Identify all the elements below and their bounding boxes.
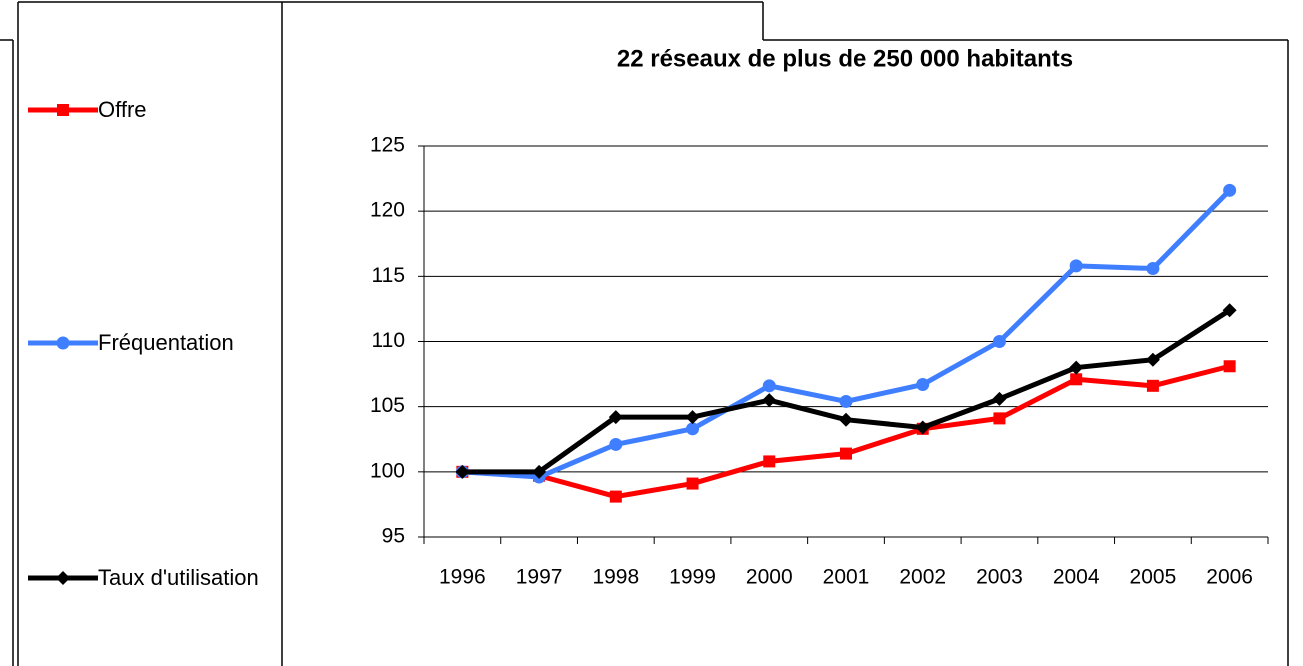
marker	[762, 379, 776, 393]
y-tick-label: 115	[372, 264, 405, 287]
marker	[1223, 360, 1236, 373]
x-tick-label: 2002	[899, 566, 946, 589]
marker	[685, 410, 700, 425]
marker	[1146, 262, 1160, 276]
marker	[1146, 379, 1159, 392]
marker	[1223, 183, 1237, 197]
x-tick-label: 2001	[823, 566, 870, 589]
x-tick-label: 2004	[1053, 566, 1100, 589]
marker	[992, 391, 1007, 406]
x-tick-label: 1998	[592, 566, 639, 589]
marker	[1069, 259, 1083, 273]
x-tick-label: 2005	[1130, 566, 1177, 589]
marker	[455, 464, 470, 479]
marker	[609, 437, 623, 451]
y-tick-label: 100	[370, 459, 405, 482]
x-tick-label: 1997	[516, 566, 563, 589]
marker	[915, 420, 930, 435]
marker	[686, 477, 699, 490]
series-line	[462, 363, 1231, 500]
y-tick-label: 105	[370, 394, 405, 417]
x-tick-label: 2003	[976, 566, 1023, 589]
y-tick-label: 95	[382, 525, 405, 548]
marker	[686, 422, 700, 436]
marker	[1145, 352, 1160, 367]
marker	[992, 335, 1006, 348]
marker	[1069, 360, 1084, 375]
legend-marker	[56, 571, 70, 585]
legend-marker	[57, 104, 69, 116]
y-tick-label: 120	[370, 199, 405, 222]
marker	[608, 410, 623, 425]
x-tick-label: 2000	[746, 566, 793, 589]
legend-marker	[56, 336, 70, 350]
marker	[839, 394, 853, 408]
legend-label: Taux d'utilisation	[98, 565, 259, 590]
marker	[1070, 373, 1083, 386]
marker	[762, 393, 777, 408]
y-tick-label: 125	[370, 134, 405, 157]
x-tick-label: 1996	[439, 566, 486, 589]
legend-label: Fréquentation	[98, 330, 234, 355]
x-tick-label: 1999	[669, 566, 716, 589]
marker	[1222, 303, 1237, 318]
marker	[993, 412, 1006, 425]
marker	[916, 378, 930, 392]
series-line	[462, 188, 1232, 480]
y-tick-label: 110	[372, 329, 405, 352]
marker	[763, 455, 776, 468]
x-tick-label: 2006	[1206, 566, 1253, 589]
marker	[532, 464, 547, 479]
marker	[609, 490, 622, 503]
chart-title: 22 réseaux de plus de 250 000 habitants	[617, 45, 1073, 72]
marker	[840, 447, 852, 460]
legend-label: Offre	[98, 97, 147, 122]
marker	[839, 412, 853, 427]
